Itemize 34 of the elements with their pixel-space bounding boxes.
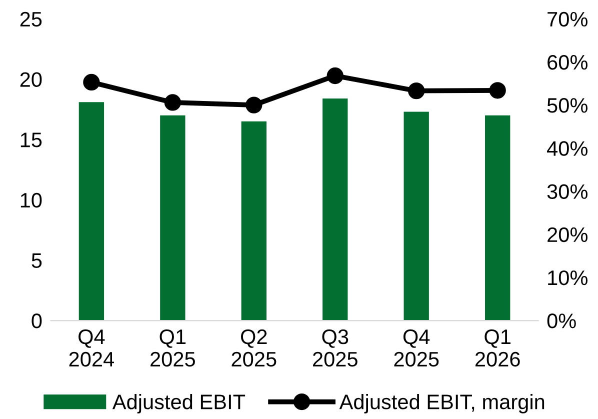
y2-tick-label: 30%	[547, 184, 588, 199]
bar	[404, 112, 429, 321]
x-tick-label: Q4 2025	[394, 329, 439, 367]
point	[83, 74, 100, 91]
x-tick-label: Q3 2025	[313, 329, 358, 367]
y-tick-label: 25	[20, 12, 42, 27]
bar	[241, 121, 266, 321]
y-tick-label: 10	[20, 192, 42, 208]
y2-tick-label: 60%	[548, 54, 588, 70]
y2-tick-label: 50%	[547, 98, 588, 113]
bar	[484, 115, 510, 321]
bar	[322, 98, 348, 321]
point	[408, 82, 425, 100]
point	[326, 67, 344, 84]
y-tick-label: 15	[20, 132, 42, 148]
x-tick-label: Q4 2024	[69, 329, 114, 367]
y2-tick-label: 70%	[548, 12, 588, 27]
y-tick-label: 5	[32, 253, 42, 268]
y2-tick-label: 40%	[547, 141, 588, 156]
point	[246, 96, 262, 114]
point	[489, 82, 506, 99]
y2-tick-label: 20%	[548, 227, 588, 242]
bar	[160, 115, 186, 321]
legend-label: Adjusted EBIT	[112, 394, 246, 414]
legend-label: Adjusted EBIT, margin	[339, 394, 544, 414]
y2-tick-label: 0%	[547, 314, 576, 328]
x-tick-label: Q2 2025	[232, 329, 276, 367]
x-tick-label: Q1 2026	[475, 329, 520, 367]
point	[164, 94, 182, 111]
y-tick-label: 0	[32, 314, 42, 328]
y-tick-label: 20	[20, 72, 42, 87]
x-tick-label: Q1 2025	[150, 329, 195, 367]
y2-tick-label: 10%	[548, 270, 588, 286]
bar	[78, 102, 104, 321]
